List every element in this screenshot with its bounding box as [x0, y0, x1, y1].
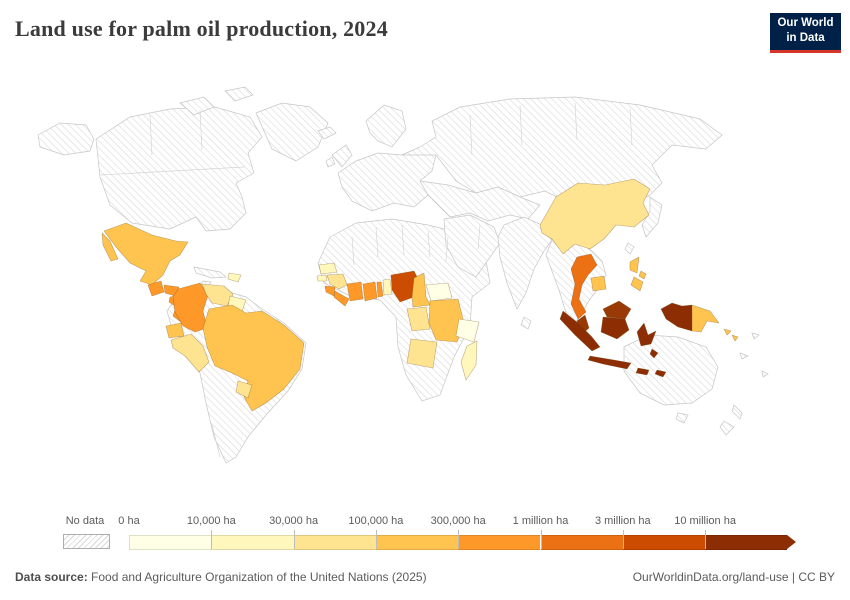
legend-bin-label: 100,000 ha [348, 515, 404, 527]
legend-bin-segment[interactable] [705, 535, 788, 550]
legend-no-data-label: No data [65, 515, 105, 527]
country-paraguay[interactable] [235, 380, 253, 399]
country-peru[interactable] [170, 333, 210, 373]
legend-tick [375, 530, 377, 549]
legend-bin-segment[interactable] [129, 535, 213, 550]
country-philippines[interactable] [629, 256, 647, 292]
legend-bin-label: 30,000 ha [269, 515, 319, 527]
legend-bin-label: 10,000 ha [186, 515, 236, 527]
legend-arrow [787, 535, 797, 549]
country-benin[interactable] [382, 278, 393, 296]
country-togo[interactable] [376, 281, 384, 298]
country-papua-new-guinea[interactable] [691, 304, 720, 333]
legend-tick [705, 530, 707, 549]
legend-tick [293, 530, 295, 549]
country-indonesia[interactable] [559, 302, 693, 378]
country-guinea[interactable] [326, 273, 348, 290]
country-tanzania[interactable] [455, 318, 480, 343]
country-dominican-republic[interactable] [227, 272, 242, 283]
internal-borders [99, 102, 633, 458]
country-senegal[interactable] [318, 262, 338, 275]
legend-bin-segment[interactable] [458, 535, 541, 550]
country-brazil[interactable] [202, 304, 305, 412]
country-china[interactable] [539, 178, 651, 255]
country-liberia[interactable] [333, 290, 350, 307]
country-guinea-bissau[interactable] [316, 274, 328, 282]
legend-bin-label: 3 million ha [594, 515, 651, 527]
legend-bin-label: 1 million ha [512, 515, 569, 527]
country-dr-congo[interactable] [428, 298, 465, 343]
world-map [37, 86, 769, 464]
legend-tick [458, 530, 460, 549]
legend-tick [622, 530, 624, 549]
country-mexico[interactable] [101, 222, 189, 286]
data-source: Data source: Food and Agriculture Organi… [15, 570, 427, 584]
legend-no-data-swatch[interactable] [63, 534, 110, 549]
owid-logo[interactable]: Our World in Data [770, 13, 841, 53]
legend-bin-label: 300,000 ha [430, 515, 486, 527]
country-central-african-republic[interactable] [425, 282, 453, 302]
country-ecuador[interactable] [165, 322, 185, 339]
world-map-container [0, 85, 850, 505]
footer: Data source: Food and Agriculture Organi… [15, 570, 835, 584]
legend-bin-segment[interactable] [211, 535, 294, 550]
data-source-label: Data source: [15, 570, 88, 584]
logo-line1: Our World [777, 17, 834, 29]
country-solomon-islands[interactable] [723, 328, 739, 342]
logo-line2: in Data [786, 32, 825, 44]
legend-tick [211, 530, 213, 549]
country-ghana[interactable] [362, 281, 378, 302]
legend-bin-segment[interactable] [293, 535, 376, 550]
country-cambodia[interactable] [590, 275, 607, 292]
country-guatemala[interactable] [147, 280, 165, 297]
legend-tick [540, 530, 542, 549]
country-madagascar[interactable] [460, 340, 478, 381]
legend: No data 0 ha 10,000 ha 30,000 ha 100,000 ha… [0, 514, 850, 556]
country-thailand[interactable] [570, 253, 598, 320]
legend-bin-label: 10 million ha [674, 515, 736, 527]
country-cote-divoire[interactable] [346, 281, 364, 302]
country-angola[interactable] [406, 338, 438, 369]
data-countries [101, 178, 739, 412]
page-title: Land use for palm oil production, 2024 [15, 16, 388, 41]
country-sierra-leone[interactable] [324, 285, 336, 297]
country-gabon-congo[interactable] [406, 306, 431, 332]
legend-bin-segment[interactable] [622, 535, 706, 550]
data-source-text: Food and Agriculture Organization of the… [87, 570, 427, 584]
legend-bin-label: 0 ha [118, 515, 140, 527]
legend-bin-segment[interactable] [375, 535, 459, 550]
legend-bin-segment[interactable] [540, 535, 623, 550]
footer-link[interactable]: OurWorldinData.org/land-use | CC BY [632, 570, 835, 584]
